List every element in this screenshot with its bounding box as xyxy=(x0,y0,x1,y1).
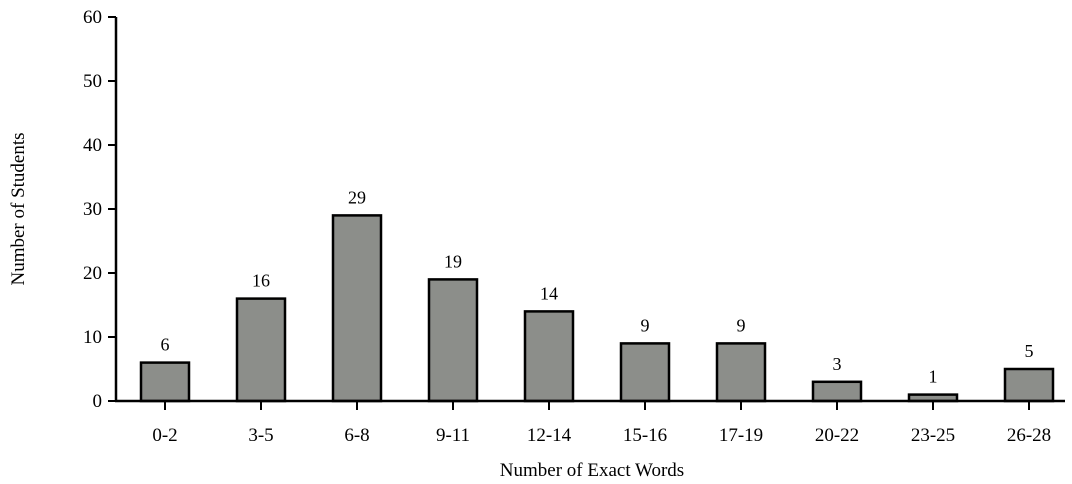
y-tick-label-0: 0 xyxy=(93,391,103,412)
x-tick-label-17-19: 17-19 xyxy=(719,425,763,446)
data-label-3-5: 16 xyxy=(252,271,270,291)
x-tick-label-9-11: 9-11 xyxy=(436,425,470,446)
y-tick-label-30: 30 xyxy=(83,199,102,220)
x-axis-title: Number of Exact Words xyxy=(500,460,684,481)
data-label-15-16: 9 xyxy=(641,315,650,335)
y-tick-label-40: 40 xyxy=(83,135,102,156)
bar-0-2 xyxy=(139,361,191,403)
y-tick-label-60: 60 xyxy=(83,7,102,28)
data-label-20-22: 3 xyxy=(833,354,842,374)
data-label-23-25: 1 xyxy=(929,367,938,387)
bar-9-11 xyxy=(427,278,479,403)
y-axis-title: Number of Students xyxy=(8,132,29,285)
bar-26-28 xyxy=(1003,367,1055,403)
y-tick-label-20: 20 xyxy=(83,263,102,284)
x-tick-label-15-16: 15-16 xyxy=(623,425,667,446)
data-label-6-8: 29 xyxy=(348,187,366,207)
y-tick-label-50: 50 xyxy=(83,71,102,92)
bar-15-16 xyxy=(619,342,671,403)
x-tick-label-23-25: 23-25 xyxy=(911,425,955,446)
bar-20-22 xyxy=(811,380,863,403)
x-tick-label-26-28: 26-28 xyxy=(1007,425,1051,446)
data-label-12-14: 14 xyxy=(540,283,558,303)
x-tick-label-20-22: 20-22 xyxy=(815,425,859,446)
x-tick-label-3-5: 3-5 xyxy=(248,425,273,446)
x-tick-label-0-2: 0-2 xyxy=(152,425,177,446)
x-tick-label-12-14: 12-14 xyxy=(527,425,572,446)
data-label-0-2: 6 xyxy=(161,335,170,355)
data-label-17-19: 9 xyxy=(737,315,746,335)
y-tick-label-10: 10 xyxy=(83,327,102,348)
data-label-9-11: 19 xyxy=(444,251,462,271)
bar-3-5 xyxy=(235,297,287,403)
bar-12-14 xyxy=(523,310,575,403)
data-label-26-28: 5 xyxy=(1025,341,1034,361)
x-tick-label-6-8: 6-8 xyxy=(344,425,369,446)
bar-17-19 xyxy=(715,342,767,403)
bar-6-8 xyxy=(331,214,383,403)
